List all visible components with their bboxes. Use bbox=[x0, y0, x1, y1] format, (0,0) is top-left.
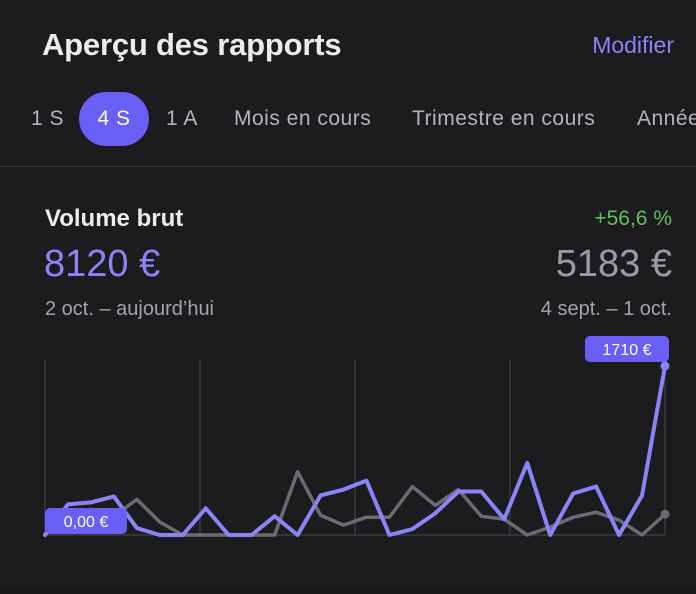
period-tabs: 1 S 4 S 1 A Mois en cours Trimestre en c… bbox=[0, 92, 696, 146]
current-date-range: 2 oct. – aujourd’hui bbox=[45, 298, 215, 320]
current-period-line bbox=[43, 364, 667, 537]
divider bbox=[0, 588, 696, 594]
metric-title: Volume brut bbox=[45, 205, 184, 232]
max-value-badge: 1710 € bbox=[585, 336, 669, 362]
tab-current-month[interactable]: Mois en cours bbox=[234, 107, 372, 130]
chart-markers: 0,00 € 1710 € bbox=[45, 336, 670, 534]
current-end-point bbox=[660, 361, 670, 371]
metric-current-value: 8120 € bbox=[44, 243, 161, 285]
tab-current-quarter[interactable]: Trimestre en cours bbox=[412, 107, 596, 130]
chart-lines bbox=[43, 364, 667, 537]
previous-date-range: 4 sept. – 1 oct. bbox=[540, 298, 672, 320]
page-title: Aperçu des rapports bbox=[42, 27, 342, 62]
metric-previous-value: 5183 € bbox=[555, 243, 672, 285]
tab-1-week[interactable]: 1 S bbox=[31, 107, 65, 130]
previous-end-point bbox=[660, 509, 670, 519]
tab-1-year[interactable]: 1 A bbox=[166, 107, 198, 130]
start-value-badge: 0,00 € bbox=[45, 508, 127, 534]
tab-year[interactable]: Année bbox=[637, 107, 696, 130]
report-header: Aperçu des rapports Modifier 1 S 4 S 1 A… bbox=[0, 0, 696, 167]
metric-change-badge: +56,6 % bbox=[594, 207, 672, 230]
edit-button[interactable]: Modifier bbox=[592, 32, 674, 58]
gross-volume-chart: 0,00 € 1710 € bbox=[43, 336, 670, 537]
previous-period-line bbox=[43, 469, 667, 537]
badge-label: 1710 € bbox=[603, 342, 652, 359]
chart-grid bbox=[44, 360, 666, 536]
badge-label: 0,00 € bbox=[64, 514, 109, 531]
tab-4-weeks[interactable]: 4 S bbox=[79, 92, 149, 146]
